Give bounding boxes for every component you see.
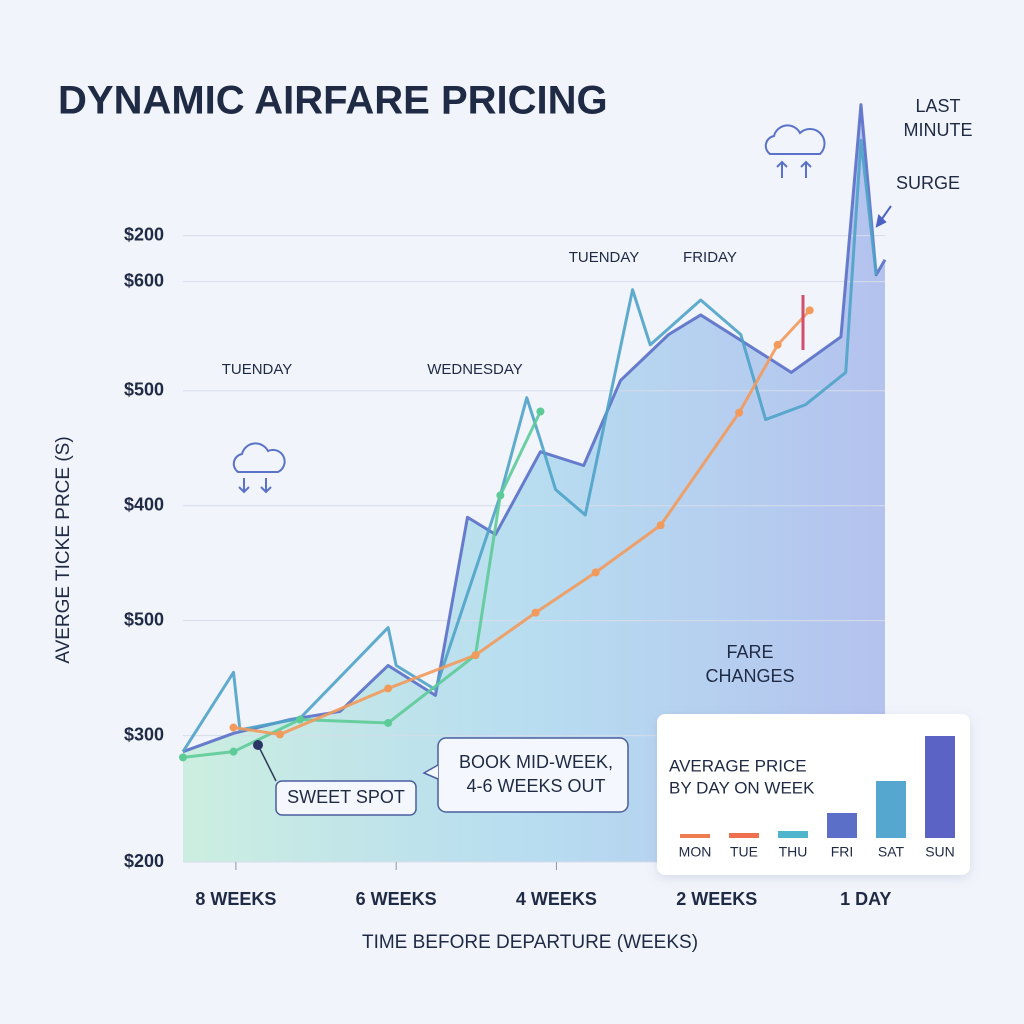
annotation: SWEET SPOT [287,787,405,807]
callout-box [275,780,417,816]
point [229,723,238,732]
annotation: 4-6 WEEKS OUT [466,776,605,796]
point [805,306,814,315]
annotation: CHANGES [705,666,794,686]
bar [827,813,857,838]
annotation: MINUTE [904,120,973,140]
chart-title: DYNAMIC AIRFARE PRICING [58,79,608,123]
point [179,753,187,762]
point [591,568,600,577]
annotation: FARE [726,642,773,662]
arrow [875,205,892,228]
point [296,715,304,724]
x-tick-label: SAT [878,844,905,860]
plot [179,103,887,870]
x-tick-label: SUN [925,844,955,860]
annotation: TUENDAY [569,249,640,266]
point [496,491,505,500]
y-tick-label: $500 [124,380,164,400]
y-tick-label: $200 [124,851,164,871]
x-axis-label: TIME BEFORE DEPARTURE (WEEKS) [362,932,698,953]
x-tick-label: THU [779,844,808,860]
callout-dot [253,740,263,750]
x-tick-label: 4 WEEKS [516,889,597,909]
point [275,730,284,739]
annotation: FRIDAY [683,249,737,266]
inset: AVERAGE PRICE BY DAY ON WEEK MON TUE THU FRI S… [657,714,970,875]
y-tick-label: $600 [124,270,164,290]
bar [680,834,710,838]
point [531,608,540,617]
point [384,718,393,727]
cloud-icon [232,442,286,494]
bar [778,831,808,838]
y-tick-label: $400 [124,494,164,514]
annotation: LAST [915,96,960,116]
bar [925,736,955,838]
line [182,103,887,754]
inset-title: BY DAY ON WEEK [669,778,815,797]
annotation: WEDNESDAY [427,361,523,378]
point [536,407,545,416]
x-tick-label: 2 WEEKS [676,889,757,909]
point [773,340,782,349]
point [656,521,665,530]
callout-pointer [257,744,277,782]
point [384,684,393,693]
bar [729,833,759,838]
point [735,408,744,417]
annotation: BOOK MID-WEEK, [459,752,613,772]
y-tick-label: $200 [124,224,164,244]
y-axis-label: AVERGE TICKE PRCE (S) [53,436,74,663]
annotation: SURGE [896,173,960,193]
y-tick-label: $500 [124,609,164,629]
callout-pointer [422,764,439,780]
annotation: TUENDAY [222,361,293,378]
x-tick-label: 1 DAY [840,889,891,909]
line [181,138,878,753]
x-tick-label: TUE [730,844,758,860]
x-tick-label: MON [679,844,712,860]
point [471,651,480,660]
y-tick-label: $300 [124,724,164,744]
area [183,104,885,863]
inset-title: AVERAGE PRICE [669,756,807,775]
point [229,747,238,756]
bar [876,781,906,838]
line [233,309,811,736]
x-tick-label: 6 WEEKS [356,889,437,909]
x-tick-label: FRI [831,844,854,860]
cloud-icon [764,124,826,178]
x-tick-label: 8 WEEKS [195,889,276,909]
